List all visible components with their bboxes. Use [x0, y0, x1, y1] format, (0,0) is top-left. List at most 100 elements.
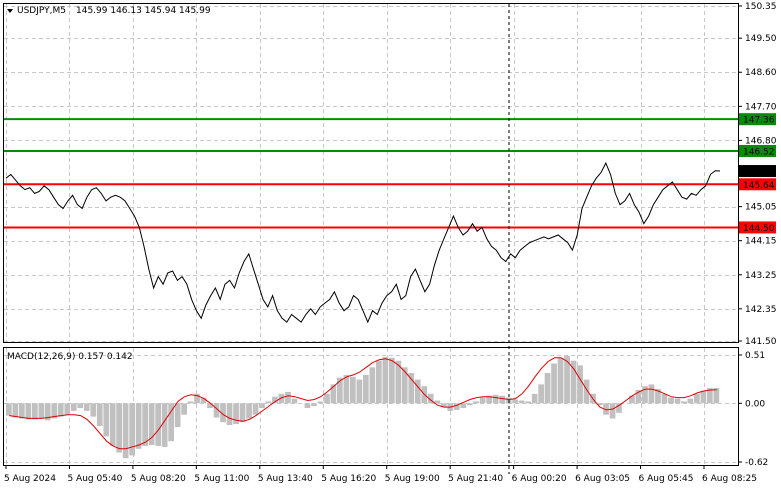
y-tick-label: 143.25: [745, 271, 777, 281]
macd-histogram-bar: [376, 360, 382, 404]
y-tick-label: 141.50: [745, 337, 777, 347]
macd-histogram-bar: [350, 376, 356, 404]
y-tick-label: 147.70: [745, 102, 777, 112]
macd-histogram-bar: [616, 403, 622, 413]
macd-histogram-bar: [324, 393, 330, 404]
x-axis: 5 Aug 2024 5 Aug 05:40 5 Aug 08:20 5 Aug 11…: [4, 465, 757, 484]
level-price-tag-label: 144.50: [743, 224, 775, 234]
macd-histogram-bar: [408, 373, 415, 404]
y-tick-label: 150.35: [745, 2, 777, 12]
level-price-tag-label: 147.36: [743, 116, 775, 126]
macd-histogram-bar: [401, 367, 408, 404]
macd-label: MACD(12,26,9) 0.157 0.142: [7, 352, 133, 362]
macd-histogram-bar: [252, 403, 259, 415]
x-tick-label: 6 Aug 08:25: [702, 474, 757, 484]
macd-histogram-bar: [285, 391, 291, 404]
macd-histogram-bar: [668, 397, 674, 404]
macd-histogram-bar: [538, 384, 544, 404]
macd-histogram-bar: [70, 403, 77, 411]
macd-histogram-bar: [272, 396, 278, 404]
macd-histogram-bar: [317, 401, 324, 404]
y-tick-label: 142.35: [745, 305, 777, 315]
macd-histogram-bar: [38, 403, 45, 419]
macd-histogram-bar: [213, 403, 220, 418]
x-tick-label: 5 Aug 19:00: [385, 474, 440, 484]
macd-histogram-bar: [492, 394, 499, 404]
x-tick-label: 5 Aug 2024: [4, 474, 56, 484]
macd-histogram-bar: [648, 384, 655, 404]
macd-histogram-bar: [278, 393, 285, 404]
macd-histogram-bar: [531, 393, 538, 404]
macd-histogram-bar: [629, 395, 635, 404]
y-tick-label: 148.60: [745, 68, 777, 78]
macd-histogram-bar: [174, 403, 181, 427]
dropdown-arrow-icon[interactable]: [7, 9, 13, 13]
macd-histogram-bar: [103, 403, 110, 437]
macd-histogram-bar: [395, 360, 402, 404]
macd-histogram-bar: [57, 403, 64, 417]
macd-histogram-bar: [12, 403, 19, 418]
macd-histogram-bar: [122, 403, 129, 459]
macd-histogram-bar: [25, 403, 32, 420]
macd-histogram-bar: [116, 403, 122, 453]
macd-histogram-bar: [200, 397, 207, 404]
macd-histogram-bar: [486, 395, 492, 404]
macd-histogram-bar: [265, 401, 272, 404]
macd-y-tick-label: 0.00: [745, 399, 765, 409]
x-tick-label: 5 Aug 13:40: [258, 474, 313, 484]
macd-histogram-bar: [655, 389, 661, 404]
macd-histogram-bar: [694, 393, 700, 404]
level-lines: [4, 118, 738, 229]
level-price-tag: [739, 144, 776, 157]
macd-histogram-bar: [181, 403, 187, 415]
macd-histogram-bar: [142, 403, 148, 446]
macd-histogram-bar: [518, 400, 525, 404]
macd-histogram-bar: [512, 399, 518, 404]
price-series: [5, 161, 721, 324]
price-panel-frame: [3, 3, 739, 343]
macd-histogram-bar: [700, 391, 707, 404]
macd-y-tick-label: -0.62: [745, 458, 768, 468]
level-price-tag-label: 145.64: [743, 181, 775, 191]
x-tick-label: 6 Aug 03:05: [575, 474, 630, 484]
macd-histogram-bar: [551, 363, 557, 404]
macd-histogram-bar: [713, 388, 720, 404]
macd-histogram-bar: [356, 379, 363, 404]
y-tick-label: 149.50: [745, 34, 777, 44]
macd-histogram-bar: [674, 398, 681, 404]
macd-histogram-bar: [583, 379, 590, 404]
macd-histogram-bar: [155, 403, 161, 446]
macd-histogram-bar: [194, 393, 200, 404]
macd-histogram-bar: [363, 374, 369, 404]
macd-histogram-bar: [479, 397, 486, 404]
macd-histogram-bar: [32, 403, 38, 420]
macd-histogram-bar: [661, 393, 668, 404]
macd-histogram-bar: [51, 403, 58, 419]
macd-histogram-bar: [109, 403, 116, 446]
macd-histogram-bar: [460, 403, 467, 408]
x-tick-label: 5 Aug 16:20: [321, 474, 376, 484]
level-price-tag: [739, 221, 776, 234]
macd-histogram-bar: [570, 360, 577, 404]
macd-histogram-bar: [129, 403, 135, 456]
macd-histogram-bar: [83, 403, 90, 411]
grid-lines: [4, 4, 738, 465]
macd-histogram-bar: [596, 403, 603, 406]
macd-histogram-bar: [382, 356, 389, 404]
macd-histogram-bar: [577, 365, 583, 404]
macd-histogram-bar: [337, 377, 343, 404]
macd-histogram-bar: [434, 400, 441, 404]
macd-histogram-bar: [544, 373, 551, 404]
macd-histogram-bar: [135, 403, 142, 449]
x-tick-label: 5 Aug 21:40: [448, 474, 503, 484]
macd-histogram-bar: [220, 403, 226, 423]
macd-histogram-bar: [330, 384, 337, 404]
macd-histogram-bar: [77, 403, 84, 408]
macd-histogram-bar: [19, 403, 25, 419]
macd-y-axis: 0.51 0.00 -0.62: [738, 351, 768, 468]
x-tick-label: 6 Aug 05:45: [639, 474, 694, 484]
macd-histogram-bar: [473, 401, 479, 404]
macd-histogram-bar: [233, 403, 239, 425]
macd-histogram-bar: [6, 403, 12, 416]
macd-histogram-bar: [603, 403, 609, 415]
